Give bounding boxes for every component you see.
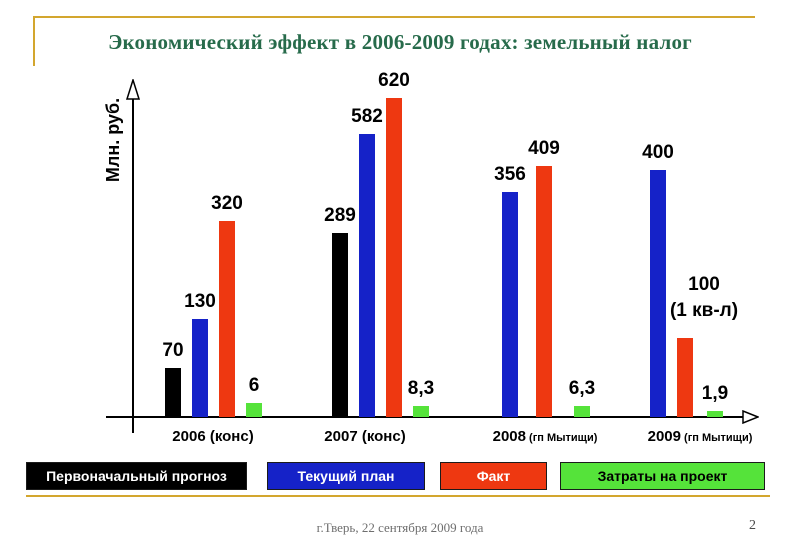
bar-value: 100 — [688, 274, 720, 295]
bar-value: 6 — [248, 375, 260, 396]
legend-item-project-costs: Затраты на проект — [560, 462, 765, 490]
category-year: 2007 — [324, 428, 358, 445]
legend-item-label: Первоначальный прогноз — [46, 468, 227, 484]
bar-current-plan-2009 — [650, 170, 666, 417]
bar-project-costs-2009 — [707, 411, 723, 417]
category-year: 2009 — [647, 428, 681, 445]
bar-value: 356 — [494, 164, 526, 185]
bar-value: 409 — [528, 138, 560, 159]
bar-value-label: 400 — [642, 140, 674, 166]
category-note: (гп Мытищи) — [525, 432, 598, 444]
bar-value-label: 100 (1 кв-л) — [670, 272, 738, 324]
legend-item-label: Факт — [476, 468, 511, 484]
category-label-2006: 2006 (конс) — [172, 428, 253, 445]
bar-current-plan-2008 — [502, 192, 518, 417]
page-number: 2 — [749, 518, 756, 533]
bar-value: 1,9 — [701, 383, 729, 404]
bar-value-label: 8,3 — [408, 376, 434, 402]
x-axis-arrow-icon — [742, 410, 759, 424]
category-year: 2008 — [492, 428, 526, 445]
y-axis-label: Млн. руб. — [103, 97, 123, 183]
bar-value-label: 356 — [494, 162, 526, 188]
bar-value-label: 1,9 — [702, 381, 728, 407]
bar-value-label: 6,3 — [569, 376, 595, 402]
footer-text: г.Тверь, 22 сентября 2009 года — [316, 520, 484, 535]
bar-project-costs-2006 — [246, 403, 262, 417]
left-accent-line — [33, 16, 35, 66]
bar-annotation: (1 кв-л) — [669, 300, 739, 321]
y-axis-line — [132, 90, 134, 433]
bar-value: 130 — [184, 291, 216, 312]
bar-value-label: 289 — [324, 203, 356, 229]
bar-value: 70 — [162, 340, 184, 361]
bar-value-label: 582 — [351, 104, 383, 130]
category-note: (гп Мытищи) — [680, 432, 753, 444]
bar-value-label: 620 — [378, 68, 410, 94]
slide-title: Экономический эффект в 2006-2009 годах: … — [108, 30, 692, 54]
bar-fact-2007 — [386, 98, 402, 417]
bar-initial-forecast-2006 — [165, 368, 181, 417]
bar-value-label: 6 — [249, 373, 260, 399]
legend-item-label: Затраты на проект — [597, 468, 728, 484]
bar-value: 289 — [324, 205, 356, 226]
bar-value-label: 409 — [528, 136, 560, 162]
y-axis-arrow-icon — [126, 79, 140, 100]
bar-value: 6,3 — [568, 378, 596, 399]
bar-value-label: 320 — [211, 191, 243, 217]
category-note: (конс) — [205, 428, 254, 445]
legend-item-label: Текущий план — [297, 468, 395, 484]
x-axis-line — [106, 416, 746, 418]
bar-fact-2006 — [219, 221, 235, 417]
bar-value: 400 — [642, 142, 674, 163]
bar-fact-2009 — [677, 338, 693, 417]
legend-item-fact: Факт — [440, 462, 547, 490]
category-label-2009: 2009 (гп Мытищи) — [648, 428, 753, 445]
legend-item-initial-forecast: Первоначальный прогноз — [26, 462, 247, 490]
category-label-2008: 2008 (гп Мытищи) — [493, 428, 598, 445]
bar-value: 320 — [211, 193, 243, 214]
bar-project-costs-2008 — [574, 406, 590, 417]
bar-fact-2008 — [536, 166, 552, 417]
bar-current-plan-2006 — [192, 319, 208, 417]
bar-current-plan-2007 — [359, 134, 375, 417]
bar-value: 8,3 — [407, 378, 435, 399]
category-note: (конс) — [357, 428, 406, 445]
bar-value-label: 70 — [162, 338, 183, 364]
bar-project-costs-2007 — [413, 406, 429, 417]
bar-value-label: 130 — [184, 289, 216, 315]
category-label-2007: 2007 (конс) — [324, 428, 405, 445]
bar-value: 582 — [351, 106, 383, 127]
legend-item-current-plan: Текущий план — [267, 462, 425, 490]
top-accent-line — [33, 16, 755, 18]
bottom-accent-line — [26, 495, 770, 497]
bar-value: 620 — [378, 70, 410, 91]
bar-initial-forecast-2007 — [332, 233, 348, 417]
category-year: 2006 — [172, 428, 206, 445]
